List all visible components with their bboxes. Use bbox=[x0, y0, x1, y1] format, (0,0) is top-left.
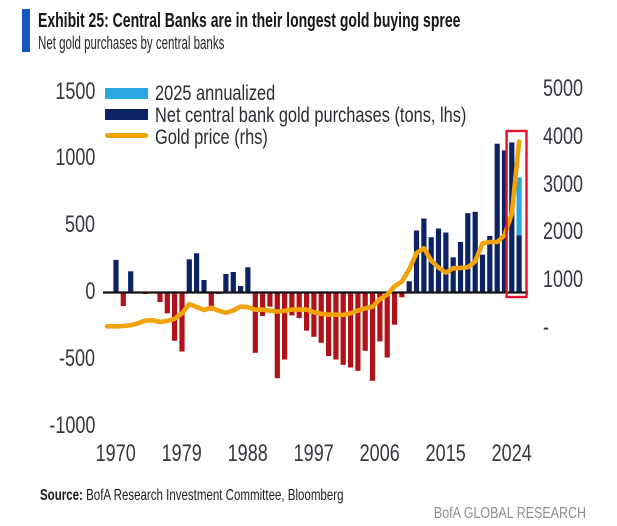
bar-1985 bbox=[223, 274, 229, 292]
bar-2000 bbox=[333, 292, 339, 360]
bar-2007 bbox=[384, 292, 390, 358]
left-tick-1500: 1500 bbox=[54, 78, 95, 105]
bar-1982 bbox=[201, 280, 207, 292]
bar-2022 bbox=[494, 143, 500, 292]
bar-1976 bbox=[157, 292, 163, 302]
right-tick-5000: 5000 bbox=[543, 75, 584, 102]
bar-2011 bbox=[413, 230, 420, 292]
legend-swatch-2025-annualized bbox=[105, 88, 148, 99]
bar-2001 bbox=[340, 292, 346, 365]
bar-1992 bbox=[274, 292, 280, 379]
x-tick-1970: 1970 bbox=[95, 440, 137, 467]
brand-mark: BofA GLOBAL RESEARCH bbox=[300, 505, 586, 522]
source-text: BofA Research Investment Committee, Bloo… bbox=[82, 487, 344, 504]
left-tick-1000: 1000 bbox=[54, 144, 95, 171]
bar-2008 bbox=[391, 292, 398, 325]
bar-1983 bbox=[208, 292, 214, 311]
bar-1989 bbox=[252, 292, 258, 353]
bar-2014 bbox=[435, 228, 442, 292]
bar-2020 bbox=[479, 254, 486, 292]
title-accent-bar bbox=[22, 9, 30, 52]
legend-item-2025-annualized: 2025 annualized bbox=[155, 83, 309, 105]
bar-1993 bbox=[282, 292, 288, 360]
legend-label-net-purchases: Net central bank gold purchases (tons, l… bbox=[155, 104, 467, 127]
source-text-wrap: Source: BofA Research Investment Committ… bbox=[40, 487, 343, 504]
left-tick--500: -500 bbox=[58, 345, 95, 372]
x-tick-2024: 2024 bbox=[491, 440, 532, 467]
bar-2005 bbox=[369, 292, 376, 381]
bar-1977 bbox=[164, 292, 170, 314]
bar-1994 bbox=[289, 292, 295, 316]
source-label: Source: bbox=[40, 487, 83, 504]
bar-1995 bbox=[296, 292, 302, 319]
bar-2025 bbox=[516, 235, 522, 292]
bar-2015 bbox=[443, 232, 449, 292]
bar-1986 bbox=[230, 272, 236, 292]
exhibit-title: Exhibit 25: Central Banks are in their l… bbox=[38, 10, 617, 33]
bar-2018 bbox=[465, 213, 471, 292]
right-tick--: - bbox=[543, 314, 549, 341]
bar-2016 bbox=[450, 257, 456, 292]
bar-1998 bbox=[318, 292, 324, 343]
bar-1988 bbox=[245, 267, 251, 292]
bar-1979 bbox=[179, 292, 185, 352]
bar-1999 bbox=[326, 292, 332, 357]
bar-1970 bbox=[113, 259, 119, 292]
source-line: Source: BofA Research Investment Committ… bbox=[40, 487, 462, 504]
right-tick-3000: 3000 bbox=[543, 171, 584, 198]
left-tick-500: 500 bbox=[64, 211, 95, 238]
bar-2013 bbox=[428, 237, 434, 292]
right-tick-2000: 2000 bbox=[543, 218, 584, 245]
bar-2021 bbox=[487, 235, 493, 292]
right-tick-4000: 4000 bbox=[543, 123, 584, 150]
left-tick--1000: -1000 bbox=[48, 412, 95, 439]
bar-1991 bbox=[267, 292, 273, 307]
x-tick-1979: 1979 bbox=[161, 440, 202, 467]
bar-2002 bbox=[348, 292, 354, 368]
legend-swatch-net-purchases bbox=[105, 109, 148, 120]
legend-label-2025-annualized: 2025 annualized bbox=[155, 82, 276, 105]
bar-2010 bbox=[406, 281, 412, 292]
exhibit-subtitle-text: Net gold purchases by central banks bbox=[38, 33, 225, 53]
x-tick-2006: 2006 bbox=[359, 440, 400, 467]
legend-label-gold-price: Gold price (rhs) bbox=[155, 126, 268, 149]
exhibit-title-text: Exhibit 25: Central Banks are in their l… bbox=[38, 10, 461, 32]
bar-2004 bbox=[362, 292, 368, 351]
legend-swatch-gold-price bbox=[105, 133, 148, 138]
brand-text: BofA GLOBAL RESEARCH bbox=[433, 505, 586, 522]
bar-1987 bbox=[238, 286, 244, 292]
highlight-box bbox=[505, 129, 528, 299]
bar-1971 bbox=[120, 292, 126, 306]
left-tick-0: 0 bbox=[84, 278, 95, 305]
bar-1972 bbox=[128, 271, 134, 292]
x-tick-1988: 1988 bbox=[227, 440, 268, 467]
bar-2003 bbox=[355, 292, 361, 371]
x-tick-2015: 2015 bbox=[425, 440, 466, 467]
bar-2023 bbox=[501, 150, 508, 292]
bar-2009 bbox=[399, 292, 405, 298]
bar-1981 bbox=[194, 253, 200, 292]
bar-2012 bbox=[421, 218, 427, 292]
right-tick-1000: 1000 bbox=[543, 266, 584, 293]
bar-2025-annualized bbox=[516, 177, 522, 236]
exhibit-subtitle: Net gold purchases by central banks bbox=[38, 33, 329, 53]
bar-1980 bbox=[186, 259, 192, 292]
x-tick-1997: 1997 bbox=[293, 440, 334, 467]
bar-1990 bbox=[260, 292, 266, 316]
legend-item-gold-price: Gold price (rhs) bbox=[155, 127, 300, 149]
gold-price-line bbox=[104, 139, 522, 329]
legend-item-net-purchases: Net central bank gold purchases (tons, l… bbox=[155, 105, 554, 127]
bar-2006 bbox=[377, 292, 383, 342]
bar-2019 bbox=[472, 211, 478, 292]
